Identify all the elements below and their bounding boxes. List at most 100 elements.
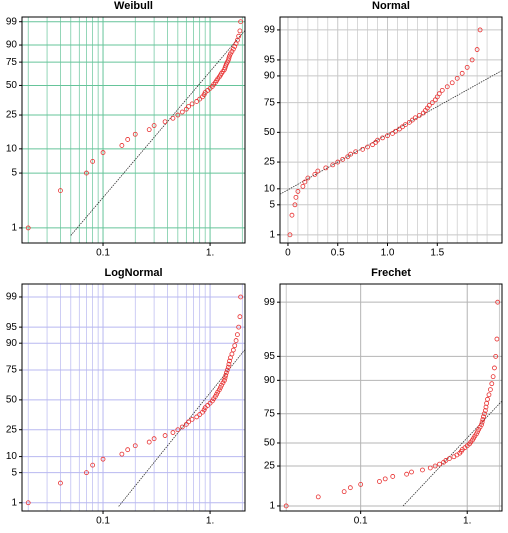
y-tick-label: 99 [6,292,18,303]
data-point [225,364,231,370]
data-point [25,225,31,231]
data-point [485,396,490,402]
data-point [427,465,433,471]
data-point [348,151,354,157]
data-point [439,87,445,93]
data-point [410,117,415,123]
data-point [162,433,168,438]
data-point [223,370,229,376]
y-tick-label: 5 [11,467,17,478]
y-tick-label: 5 [11,168,17,179]
data-point [345,154,351,160]
x-tick-label: 1.0 [381,248,395,259]
chart-title: LogNormal [104,267,162,279]
data-point [289,212,295,218]
y-tick-label: 90 [264,71,276,82]
y-tick-label: 10 [264,183,276,194]
x-tick-label: 0.5 [331,248,345,259]
data-point [230,46,236,52]
data-point [380,135,385,141]
plot-area [22,284,245,511]
data-point [25,500,31,506]
data-point [229,351,235,357]
data-point [226,55,232,61]
data-point [300,183,306,189]
data-point [341,489,347,495]
y-tick-label: 1 [11,497,17,508]
data-point [132,131,138,137]
y-tick-label: 25 [264,461,276,472]
data-point [225,57,231,63]
data-point [409,469,414,475]
data-point [315,168,321,174]
y-tick-label: 90 [6,338,18,349]
data-point [227,358,232,364]
data-point [475,429,480,435]
data-point [151,123,157,128]
y-tick-label: 75 [264,408,276,419]
data-point [236,33,242,39]
data-point [237,314,243,320]
data-point [175,427,181,433]
data-point [227,53,232,59]
data-point [486,392,492,398]
data-point [220,380,226,386]
data-point [170,430,176,435]
y-tick-label: 1 [269,501,275,512]
y-tick-label: 75 [6,57,18,68]
y-tick-label: 1 [269,229,275,240]
data-point [382,476,388,482]
data-point [186,419,191,425]
y-tick-label: 99 [6,16,18,27]
data-point [385,133,390,139]
x-tick-label: 1.5 [430,248,444,259]
y-tick-label: 99 [264,297,276,308]
data-point [232,44,238,49]
x-tick-label: 0.1 [96,248,110,259]
data-point [232,343,238,349]
data-point [238,294,244,300]
data-point [492,365,497,371]
data-point [365,144,371,150]
data-point [494,336,500,342]
data-point [162,119,168,125]
data-point [482,411,487,417]
data-point [179,424,185,430]
data-point [377,479,382,484]
data-point [219,382,224,388]
data-point [390,474,396,479]
data-point [420,467,425,473]
data-point [330,162,336,168]
data-point [84,470,89,476]
y-tick-label: 95 [6,322,18,333]
y-tick-label: 10 [6,451,18,462]
data-point [490,374,496,380]
data-point [233,338,239,343]
data-point [404,471,410,477]
data-point [90,158,96,164]
data-point [216,387,222,393]
data-point [323,165,329,171]
data-point [234,332,240,338]
data-point [479,422,484,428]
data-point [477,27,483,33]
data-point [283,503,289,509]
data-point [119,451,125,457]
y-tick-label: 90 [6,40,18,51]
data-point [197,412,203,417]
y-tick-label: 5 [269,199,275,210]
data-point [493,353,499,359]
data-point [292,202,298,208]
data-point [100,150,106,155]
data-point [237,28,243,34]
data-point [125,447,131,453]
data-point [436,91,442,97]
data-point [488,387,493,393]
data-point [194,414,200,420]
plot-frame [279,16,503,244]
data-point [474,47,480,52]
data-point [287,232,293,238]
data-point [459,70,465,76]
data-point [358,481,364,487]
